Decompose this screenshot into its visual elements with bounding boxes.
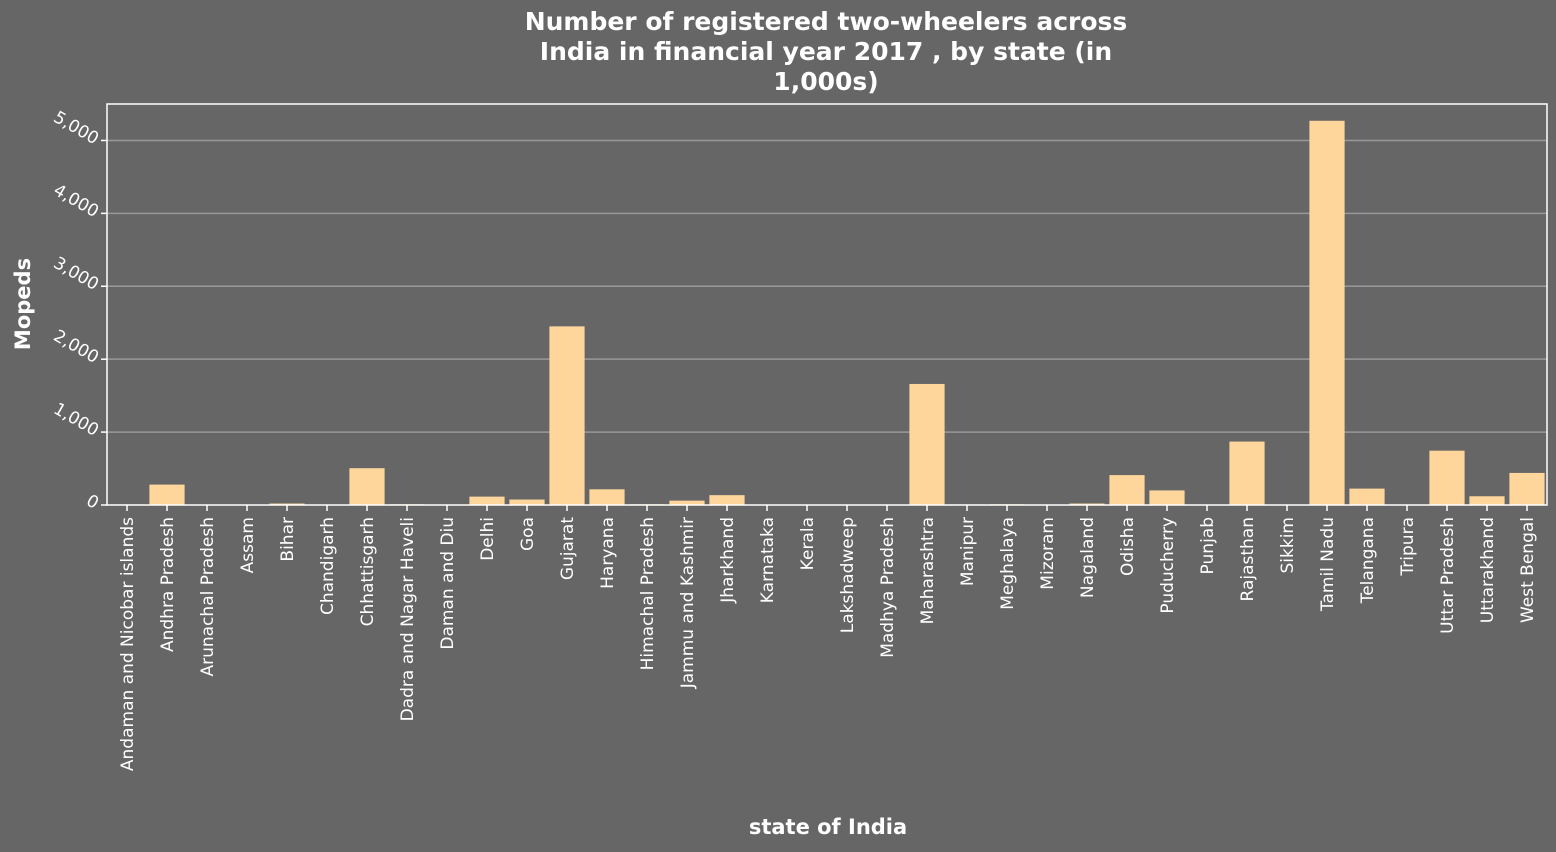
x-tick-label: Goa	[518, 517, 538, 551]
x-tick-label: Karnataka	[758, 517, 778, 603]
x-tick-label: Puducherry	[1158, 517, 1178, 614]
bar	[1509, 473, 1544, 505]
x-tick-label: Jammu and Kashmir	[678, 517, 698, 689]
x-tick-label: Chandigarh	[318, 517, 338, 615]
x-tick-label: Mizoram	[1038, 517, 1058, 590]
x-tick-label: Daman and Diu	[438, 517, 458, 650]
bar	[1309, 121, 1344, 505]
bar	[549, 326, 584, 505]
x-tick-label: Madhya Pradesh	[878, 517, 898, 658]
x-tick-label: Himachal Pradesh	[638, 517, 658, 670]
bar	[1469, 496, 1504, 505]
bar	[1109, 475, 1144, 505]
bar	[589, 489, 624, 505]
chart-title-line-1: Number of registered two-wheelers across	[525, 7, 1128, 36]
bar	[909, 384, 944, 505]
x-tick-label: Bihar	[278, 517, 298, 562]
x-tick-label: Lakshadweep	[838, 517, 858, 633]
x-tick-label: Rajasthan	[1238, 517, 1258, 602]
x-tick-label: Kerala	[798, 517, 818, 570]
x-tick-label: Meghalaya	[998, 517, 1018, 610]
x-tick-label: Dadra and Nagar Haveli	[398, 517, 418, 721]
bar	[1229, 442, 1264, 505]
bar	[1149, 490, 1184, 505]
x-tick-label: Tamil Nadu	[1318, 517, 1338, 612]
bar	[709, 495, 744, 505]
x-tick-label: Manipur	[958, 517, 978, 586]
x-tick-label: Odisha	[1118, 517, 1138, 576]
bar	[1349, 489, 1384, 505]
x-tick-label: Maharashtra	[918, 517, 938, 624]
x-tick-label: Andhra Pradesh	[158, 517, 178, 652]
x-tick-label: Arunachal Pradesh	[198, 517, 218, 677]
x-tick-label: Andaman and Nicobar islands	[118, 517, 138, 771]
x-tick-label: Haryana	[598, 517, 618, 589]
x-tick-label: Assam	[238, 517, 258, 573]
bar	[149, 485, 184, 505]
bar	[1429, 451, 1464, 505]
x-tick-label: Uttarakhand	[1478, 517, 1498, 623]
chart-title-line-3: 1,000s)	[773, 67, 878, 96]
x-axis-label: state of India	[749, 815, 907, 839]
bar	[469, 497, 504, 505]
x-tick-label: Delhi	[478, 517, 498, 561]
x-tick-label: West Bengal	[1518, 517, 1538, 623]
y-axis-label: Mopeds	[11, 258, 35, 350]
chart-title-line-2: India in financial year 2017 , by state …	[540, 37, 1112, 66]
bar	[509, 500, 544, 505]
x-tick-label: Nagaland	[1078, 517, 1098, 598]
x-tick-label: Telangana	[1358, 517, 1378, 604]
x-tick-label: Uttar Pradesh	[1438, 517, 1458, 634]
x-tick-label: Jharkhand	[718, 517, 738, 604]
x-tick-label: Sikkim	[1278, 517, 1298, 574]
x-tick-label: Chhattisgarh	[358, 517, 378, 626]
x-tick-label: Tripura	[1398, 517, 1418, 577]
x-tick-label: Gujarat	[558, 517, 578, 580]
bar	[349, 468, 384, 505]
x-tick-label: Punjab	[1198, 517, 1218, 574]
